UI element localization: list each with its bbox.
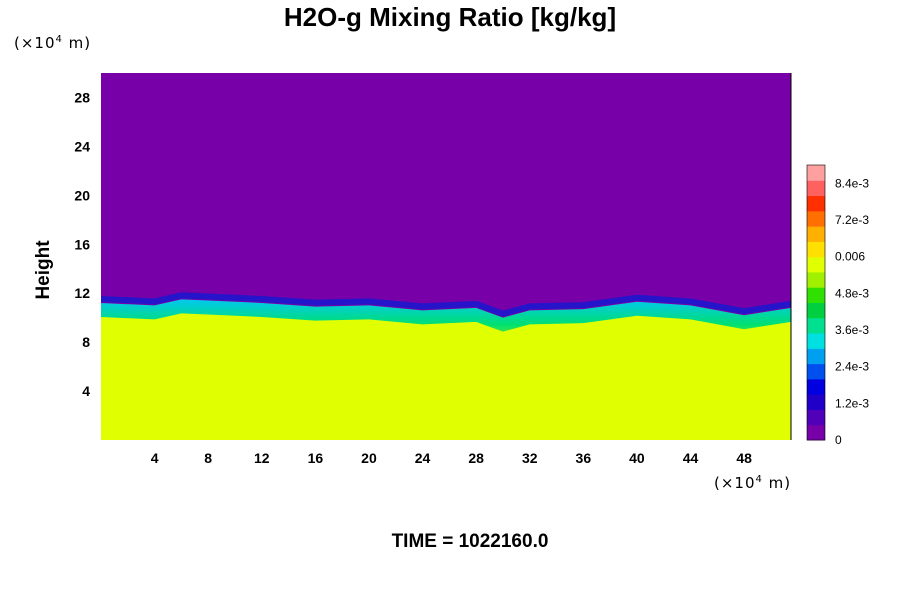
colorbar-segment xyxy=(807,195,825,212)
colorbar-segment xyxy=(807,226,825,242)
colorbar-tick-label: 0.006 xyxy=(835,250,865,264)
colorbar-tick-label: 3.6e-3 xyxy=(835,323,869,337)
moist-core xyxy=(101,313,791,440)
x-tick-label: 40 xyxy=(629,450,645,466)
colorbar-segment xyxy=(807,287,825,303)
x-tick-label: 28 xyxy=(468,450,484,466)
colorbar-segment xyxy=(807,241,825,258)
colorbar-segment xyxy=(807,394,825,410)
colorbar-segment xyxy=(807,378,825,395)
x-tick-label: 12 xyxy=(254,450,270,466)
colorbar-segment xyxy=(807,317,825,334)
colorbar-segment xyxy=(807,256,825,273)
colorbar-tick-label: 4.8e-3 xyxy=(835,286,869,300)
y-axis-ticks: 4 8 12 16 20 24 28 xyxy=(74,89,90,399)
x-tick-label: 36 xyxy=(576,450,592,466)
y-tick-label: 8 xyxy=(82,334,90,350)
colorbar-segment xyxy=(807,165,825,181)
x-tick-label: 24 xyxy=(415,450,431,466)
x-tick-label: 20 xyxy=(361,450,377,466)
colorbar-segment xyxy=(807,210,825,227)
time-label: TIME = 1022160.0 xyxy=(391,531,549,552)
colorbar-tick-label: 2.4e-3 xyxy=(835,360,869,374)
x-axis-unit: (×104 m) xyxy=(714,474,792,492)
colorbar-segment xyxy=(807,271,825,288)
y-tick-label: 24 xyxy=(74,138,90,154)
colorbar-segment xyxy=(807,302,825,319)
x-tick-label: 44 xyxy=(683,450,699,466)
heatmap-field xyxy=(101,73,791,440)
colorbar-segment xyxy=(807,180,825,197)
x-tick-label: 8 xyxy=(204,450,212,466)
boundary-fringe xyxy=(101,292,791,317)
colorbar-segment xyxy=(807,409,825,426)
colorbar: 0 1.2e-3 2.4e-3 3.6e-3 4.8e-3 0.006 7.2e-3 8.4e… xyxy=(806,164,869,447)
y-tick-label: 4 xyxy=(82,383,90,399)
chart-title: H2O-g Mixing Ratio [kg/kg] xyxy=(283,2,617,32)
colorbar-tick-label: 1.2e-3 xyxy=(835,396,869,410)
x-tick-label: 4 xyxy=(151,450,159,466)
colorbar-frame xyxy=(806,164,826,441)
y-tick-label: 16 xyxy=(74,236,90,252)
colorbar-segment xyxy=(807,348,825,365)
colorbar-segment xyxy=(807,363,825,380)
colorbar-segment xyxy=(807,424,825,441)
y-tick-label: 20 xyxy=(74,187,90,203)
colorbar-tick-label: 0 xyxy=(835,433,842,447)
colorbar-tick-label: 7.2e-3 xyxy=(835,213,869,227)
colorbar-segment xyxy=(807,333,825,349)
y-tick-label: 28 xyxy=(74,89,90,105)
x-tick-label: 48 xyxy=(736,450,752,466)
x-tick-label: 16 xyxy=(308,450,324,466)
x-tick-label: 32 xyxy=(522,450,538,466)
y-axis-unit: (×104 m) xyxy=(14,34,92,52)
y-tick-label: 12 xyxy=(74,285,90,301)
colorbar-tick-label: 8.4e-3 xyxy=(835,176,869,190)
x-axis-ticks: 4 8 12 16 20 24 28 32 36 40 44 48 xyxy=(151,450,752,466)
